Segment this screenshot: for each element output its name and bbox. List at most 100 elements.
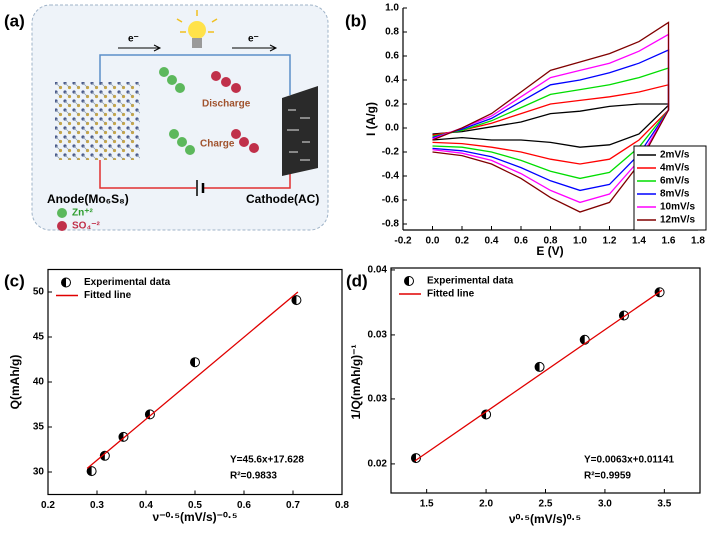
y-tick-label: 0.03 xyxy=(368,394,388,405)
annotation: R²=0.9833 xyxy=(230,471,277,482)
chart: 1.5 2.0 2.5 3.0 3.5 0.02 0.03 0.03 0.04 ν⁰·⁵(mV/s… xyxy=(346,265,701,526)
y-tick-label: 0.8 xyxy=(385,27,399,38)
series-line xyxy=(432,33,670,204)
x-tick-label: 0.4 xyxy=(485,236,499,247)
anode-label: Anode(Mo₆S₈) xyxy=(47,192,129,206)
series-line xyxy=(86,291,299,469)
so4-ion xyxy=(249,143,259,153)
y-tick-label: -0.2 xyxy=(382,147,400,158)
chart: 0.2 0.3 0.4 0.5 0.6 0.7 0.8 30 35 40 45 50 ν⁻⁰·⁵(mV/… xyxy=(4,268,349,524)
cathode-texture xyxy=(287,109,310,161)
y-tick-label: 0.03 xyxy=(368,330,388,341)
marker-half xyxy=(404,276,409,286)
x-tick-label: 0.6 xyxy=(514,236,528,247)
y-tick-label: 35 xyxy=(33,422,45,433)
y-tick-label: -0.4 xyxy=(382,171,400,182)
panel-label: (d) xyxy=(346,271,368,290)
wire xyxy=(99,160,291,189)
data-point xyxy=(291,295,302,306)
legend-label: Experimental data xyxy=(84,277,171,288)
charge-label: Charge xyxy=(200,139,235,150)
y-tick-label: -0.6 xyxy=(382,195,400,206)
annotation: R²=0.9959 xyxy=(584,471,631,482)
x-tick-label: 0.0 xyxy=(426,236,440,247)
marker-half xyxy=(190,357,195,367)
y-tick-label: 30 xyxy=(33,467,45,478)
panel-label: (b) xyxy=(345,11,367,30)
legend-label: 6mV/s xyxy=(660,176,690,187)
y-tick-label: 40 xyxy=(33,377,45,388)
legend-label: Fitted line xyxy=(427,289,475,300)
x-tick-label: 0.8 xyxy=(335,500,349,511)
y-tick-label: 0.02 xyxy=(368,459,388,470)
x-axis-label: ν⁻⁰·⁵(mV/s)⁻⁰·⁵ xyxy=(153,510,238,524)
x-tick-label: 0.2 xyxy=(455,236,469,247)
y-tick-label: 0.4 xyxy=(385,75,399,86)
marker-half xyxy=(61,278,66,287)
data-point xyxy=(86,466,97,477)
y-tick-label: 0.2 xyxy=(385,99,399,110)
so4-ion xyxy=(221,77,231,87)
zn-ion xyxy=(169,129,179,139)
so4-key xyxy=(57,221,67,231)
x-tick-label: 1.6 xyxy=(662,236,676,247)
so4-ion xyxy=(231,83,241,93)
x-tick-label: 1.5 xyxy=(420,499,434,510)
x-tick-label: 1.4 xyxy=(632,236,646,247)
y-axis-label: Q(mAh/g) xyxy=(8,355,22,410)
x-tick-label: 3.0 xyxy=(598,499,612,510)
annotation: Y=45.6x+17.628 xyxy=(230,455,304,466)
legend-label: 4mV/s xyxy=(660,163,690,174)
y-tick-label: 0.04 xyxy=(368,265,388,276)
electron-label: e⁻ xyxy=(128,34,139,45)
anode-crystal xyxy=(55,82,140,160)
data-point xyxy=(618,310,629,321)
legend-label: 10mV/s xyxy=(660,202,695,213)
x-tick-label: 0.2 xyxy=(41,500,55,511)
legend-frame xyxy=(633,145,707,231)
x-tick-label: 0.5 xyxy=(188,500,202,511)
x-tick-label: 1.8 xyxy=(691,236,705,247)
y-axis-label: 1/Q(mAh/g)⁻¹ xyxy=(349,345,363,420)
wire xyxy=(99,54,291,95)
x-tick-label: 3.5 xyxy=(657,499,671,510)
ions xyxy=(159,67,259,155)
so4-key-label: SO₄⁻² xyxy=(72,221,100,232)
x-tick-label: 0.6 xyxy=(237,500,251,511)
zn-ion xyxy=(177,137,187,147)
legend-label: 8mV/s xyxy=(660,189,690,200)
panel-label: (c) xyxy=(4,271,25,290)
data-point xyxy=(190,357,200,368)
cathode-label: Cathode(AC) xyxy=(246,192,319,206)
electron-label: e⁻ xyxy=(248,34,259,45)
data-point xyxy=(144,409,155,420)
annotation: Y=0.0063x+0.01141 xyxy=(584,455,675,466)
so4-ion xyxy=(211,71,221,81)
x-tick-label: -0.2 xyxy=(394,236,412,247)
x-tick-label: 2.5 xyxy=(539,499,553,510)
zn-ion xyxy=(159,67,169,77)
data-point xyxy=(61,277,71,288)
y-tick-label: 1.0 xyxy=(385,3,399,14)
so4-ion xyxy=(231,129,241,139)
electron-arrow xyxy=(118,44,278,52)
x-axis-label: ν⁰·⁵(mV/s)⁰·⁵ xyxy=(509,512,581,526)
series-line xyxy=(414,289,663,462)
data-point xyxy=(534,361,545,372)
marker-half xyxy=(580,335,585,345)
marker-half xyxy=(535,362,540,372)
legend-label: Experimental data xyxy=(427,276,514,287)
y-tick-label: 45 xyxy=(33,332,45,343)
y-tick-label: 0.0 xyxy=(385,123,399,134)
diagram: e⁻ e⁻ Discharge Charge Anode(Mo₆S₈) Cath… xyxy=(4,4,329,232)
x-tick-label: 2.0 xyxy=(479,499,493,510)
bulb-rays xyxy=(176,10,218,33)
data-point xyxy=(404,276,414,286)
chart: -0.2 0.0 0.2 0.4 0.6 0.8 1.0 1.2 1.4 1.6 1.8 -0.8 -0… xyxy=(345,3,707,258)
x-tick-label: 0.8 xyxy=(544,236,558,247)
diagram-frame xyxy=(31,4,329,231)
zn-key xyxy=(57,208,67,218)
zn-ion xyxy=(167,75,177,85)
bulb xyxy=(176,10,218,48)
cathode-block xyxy=(282,86,318,176)
